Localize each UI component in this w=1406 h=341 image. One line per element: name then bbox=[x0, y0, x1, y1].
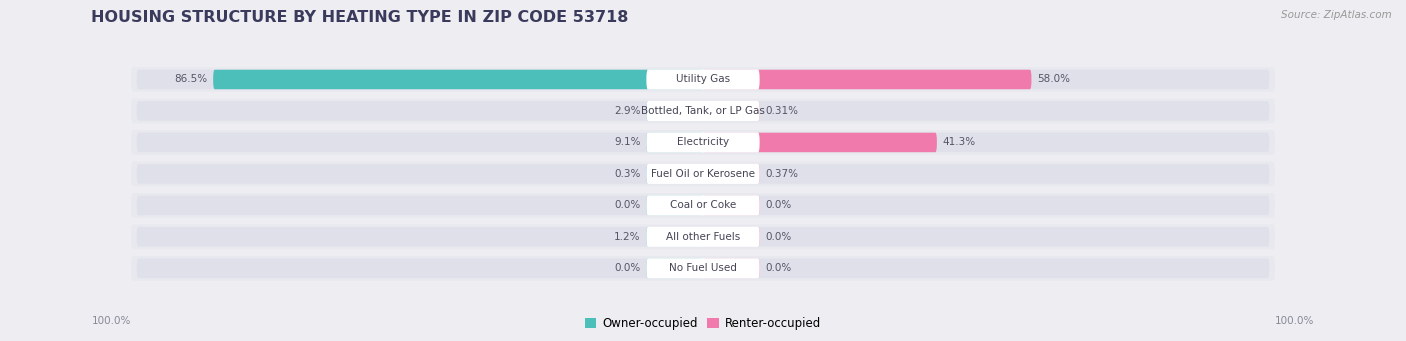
Text: 41.3%: 41.3% bbox=[942, 137, 976, 147]
Text: 0.0%: 0.0% bbox=[765, 201, 792, 210]
FancyBboxPatch shape bbox=[647, 164, 703, 184]
Text: 9.1%: 9.1% bbox=[614, 137, 641, 147]
Text: 0.0%: 0.0% bbox=[765, 232, 792, 242]
FancyBboxPatch shape bbox=[647, 196, 703, 215]
FancyBboxPatch shape bbox=[647, 164, 759, 184]
FancyBboxPatch shape bbox=[214, 70, 703, 89]
FancyBboxPatch shape bbox=[136, 164, 1270, 184]
Text: Coal or Coke: Coal or Coke bbox=[669, 201, 737, 210]
FancyBboxPatch shape bbox=[647, 258, 759, 278]
FancyBboxPatch shape bbox=[136, 101, 1270, 121]
Text: 2.9%: 2.9% bbox=[614, 106, 641, 116]
FancyBboxPatch shape bbox=[131, 193, 1275, 218]
FancyBboxPatch shape bbox=[647, 195, 759, 216]
FancyBboxPatch shape bbox=[131, 67, 1275, 92]
Text: Bottled, Tank, or LP Gas: Bottled, Tank, or LP Gas bbox=[641, 106, 765, 116]
Text: 100.0%: 100.0% bbox=[1275, 315, 1315, 326]
FancyBboxPatch shape bbox=[647, 133, 703, 152]
FancyBboxPatch shape bbox=[647, 101, 703, 121]
Text: Electricity: Electricity bbox=[676, 137, 730, 147]
FancyBboxPatch shape bbox=[136, 227, 1270, 247]
Text: 1.2%: 1.2% bbox=[614, 232, 641, 242]
FancyBboxPatch shape bbox=[131, 225, 1275, 249]
FancyBboxPatch shape bbox=[647, 227, 759, 247]
Text: 0.0%: 0.0% bbox=[614, 201, 641, 210]
Text: No Fuel Used: No Fuel Used bbox=[669, 263, 737, 273]
FancyBboxPatch shape bbox=[703, 70, 1032, 89]
FancyBboxPatch shape bbox=[136, 70, 1270, 89]
Text: 0.31%: 0.31% bbox=[765, 106, 799, 116]
FancyBboxPatch shape bbox=[136, 196, 1270, 215]
Text: 0.0%: 0.0% bbox=[614, 263, 641, 273]
FancyBboxPatch shape bbox=[131, 99, 1275, 123]
Text: 0.37%: 0.37% bbox=[765, 169, 799, 179]
Text: 86.5%: 86.5% bbox=[174, 74, 208, 85]
FancyBboxPatch shape bbox=[703, 164, 759, 184]
FancyBboxPatch shape bbox=[647, 132, 759, 152]
Text: Fuel Oil or Kerosene: Fuel Oil or Kerosene bbox=[651, 169, 755, 179]
Text: HOUSING STRUCTURE BY HEATING TYPE IN ZIP CODE 53718: HOUSING STRUCTURE BY HEATING TYPE IN ZIP… bbox=[91, 10, 628, 25]
FancyBboxPatch shape bbox=[131, 130, 1275, 155]
FancyBboxPatch shape bbox=[703, 133, 936, 152]
FancyBboxPatch shape bbox=[703, 196, 759, 215]
Text: 0.3%: 0.3% bbox=[614, 169, 641, 179]
Text: 100.0%: 100.0% bbox=[91, 315, 131, 326]
Text: Source: ZipAtlas.com: Source: ZipAtlas.com bbox=[1281, 10, 1392, 20]
Text: All other Fuels: All other Fuels bbox=[666, 232, 740, 242]
FancyBboxPatch shape bbox=[647, 227, 703, 247]
Text: 58.0%: 58.0% bbox=[1038, 74, 1070, 85]
Legend: Owner-occupied, Renter-occupied: Owner-occupied, Renter-occupied bbox=[579, 312, 827, 335]
FancyBboxPatch shape bbox=[703, 258, 759, 278]
FancyBboxPatch shape bbox=[136, 258, 1270, 278]
FancyBboxPatch shape bbox=[647, 70, 759, 90]
FancyBboxPatch shape bbox=[131, 256, 1275, 281]
FancyBboxPatch shape bbox=[647, 101, 759, 121]
FancyBboxPatch shape bbox=[703, 227, 759, 247]
Text: Utility Gas: Utility Gas bbox=[676, 74, 730, 85]
Text: 0.0%: 0.0% bbox=[765, 263, 792, 273]
FancyBboxPatch shape bbox=[131, 162, 1275, 186]
FancyBboxPatch shape bbox=[136, 133, 1270, 152]
FancyBboxPatch shape bbox=[703, 101, 759, 121]
FancyBboxPatch shape bbox=[647, 258, 703, 278]
